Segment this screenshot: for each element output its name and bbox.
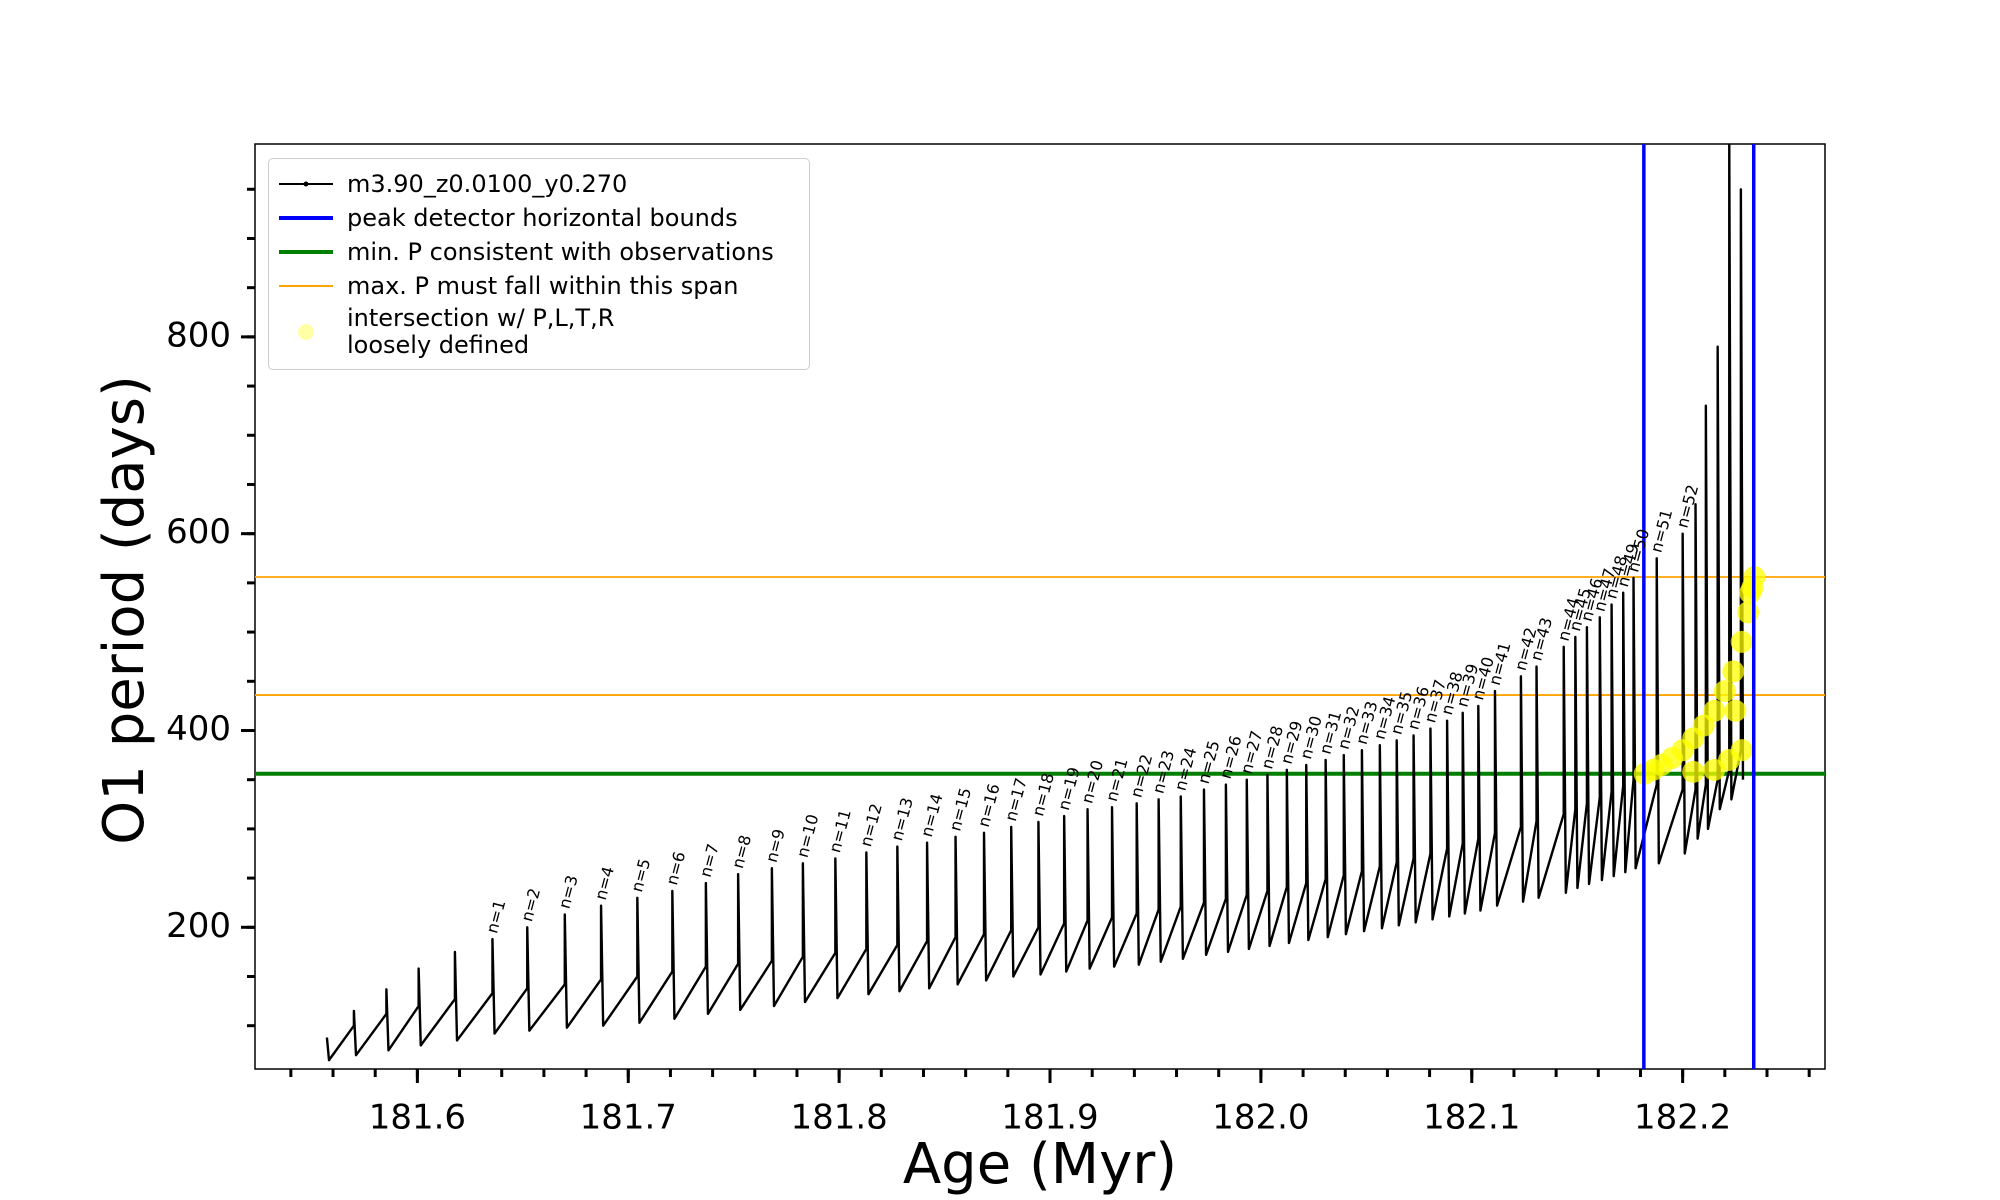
intersection-point [1730, 739, 1753, 762]
peak-label: n=3 [555, 873, 582, 911]
peak-label: n=1 [482, 898, 509, 936]
legend-dot [298, 324, 314, 340]
x-tick-label: 181.9 [1001, 1098, 1098, 1138]
intersection-point [1739, 581, 1762, 604]
axes: 181.6 181.7 181.8 181.9 182.0 182.1 182.2 200 40… [166, 187, 1811, 1138]
legend-label: max. P must fall within this span [347, 271, 739, 300]
x-tick-label: 181.8 [790, 1098, 887, 1138]
y-tick-label: 800 [166, 315, 231, 355]
peak-label: n=52 [1673, 483, 1703, 530]
legend-entry: max. P must fall within this span [269, 271, 809, 301]
intersection-point [1703, 699, 1726, 722]
legend-label: intersection w/ P,L,T,R loosely defined [347, 304, 615, 359]
legend-swatch [279, 285, 333, 287]
peak-label: n=4 [591, 864, 618, 902]
y-tick-label: 200 [166, 906, 231, 946]
intersection-point [1722, 660, 1745, 683]
intersection-point [1730, 630, 1753, 653]
legend-entry: peak detector horizontal bounds [269, 203, 809, 233]
peak-label: n=10 [793, 812, 823, 859]
peak-label: n=13 [887, 795, 917, 842]
legend-label: peak detector horizontal bounds [347, 203, 738, 232]
legend-swatch [279, 181, 333, 187]
peak-label: n=17 [1001, 776, 1031, 823]
legend-swatch [279, 250, 333, 254]
y-tick-label: 600 [166, 512, 231, 552]
y-tick-label: 400 [166, 709, 231, 749]
legend-entry: m3.90_z0.0100_y0.270 [269, 169, 809, 199]
peak-label: n=2 [517, 886, 544, 924]
intersection-point [1713, 680, 1736, 703]
legend-entry: min. P consistent with observations [269, 237, 809, 267]
peak-label: n=51 [1647, 507, 1677, 554]
legend-label: min. P consistent with observations [347, 237, 774, 266]
x-tick-label: 181.7 [580, 1098, 677, 1138]
x-tick-label: 182.0 [1212, 1098, 1309, 1138]
x-axis-title: Age (Myr) [903, 1132, 1177, 1197]
peak-label: n=16 [974, 782, 1004, 829]
legend-swatch [279, 216, 333, 220]
x-tick-label: 182.2 [1634, 1098, 1731, 1138]
peak-label: n=18 [1028, 771, 1058, 818]
peak-label: n=15 [945, 786, 975, 833]
x-tick-label: 181.6 [369, 1098, 466, 1138]
peak-label: n=7 [696, 842, 723, 880]
peak-label: n=14 [917, 792, 947, 839]
intersection-point [1737, 601, 1760, 624]
peak-label: n=12 [856, 801, 886, 848]
legend-dot [303, 181, 309, 187]
peak-label: n=41 [1485, 640, 1515, 687]
legend-swatch [298, 324, 314, 340]
legend-label: m3.90_z0.0100_y0.270 [347, 169, 628, 198]
x-tick-label: 182.1 [1423, 1098, 1520, 1138]
peak-label: n=9 [762, 827, 789, 865]
legend-entry: intersection w/ P,L,T,R loosely defined [269, 305, 809, 359]
peak-label: n=8 [728, 833, 755, 871]
intersection-point [1724, 699, 1747, 722]
peak-label: n=11 [825, 807, 855, 854]
peak-label: n=43 [1526, 615, 1556, 662]
peak-label: n=5 [627, 856, 654, 894]
peak-label: n=6 [662, 850, 689, 888]
intersection-point [1682, 760, 1705, 783]
plot-frame [254, 143, 1826, 1070]
y-axis-title: O1 period (days) [92, 375, 157, 845]
data-line [325, 144, 1745, 1062]
